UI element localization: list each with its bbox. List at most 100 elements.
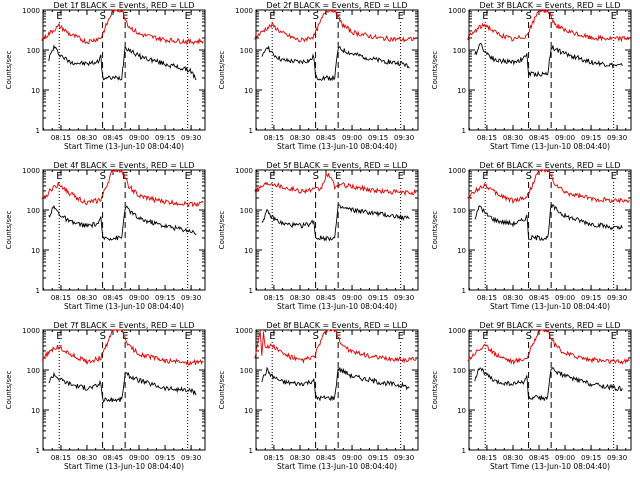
x-tick-label: 09:30 bbox=[394, 454, 414, 462]
y-tick-label: 10 bbox=[31, 247, 40, 255]
series-line-lld bbox=[254, 173, 417, 197]
y-tick-label: 1000 bbox=[22, 167, 40, 175]
x-tick-label: 08:45 bbox=[529, 134, 549, 142]
marker-label: E bbox=[398, 331, 404, 342]
marker-label: E bbox=[269, 331, 275, 342]
marker-label: S bbox=[100, 331, 106, 342]
panel-title: Det 4f BLACK = Events, RED = LLD bbox=[53, 161, 194, 170]
marker-label: S bbox=[526, 331, 532, 342]
y-tick-label: 1000 bbox=[235, 167, 253, 175]
x-tick-label: 08:15 bbox=[51, 294, 71, 302]
marker-label: E bbox=[56, 11, 62, 22]
series-line-events bbox=[474, 204, 623, 241]
x-tick-label: 09:00 bbox=[555, 294, 575, 302]
marker-label: E bbox=[185, 11, 191, 22]
y-tick-label: 10 bbox=[244, 247, 253, 255]
x-tick-label: 09:00 bbox=[129, 134, 149, 142]
x-tick-label: 09:30 bbox=[607, 294, 627, 302]
marker-label: E bbox=[122, 11, 128, 22]
marker-label: E bbox=[185, 331, 191, 342]
y-tick-label: 10 bbox=[244, 87, 253, 95]
y-tick-label: 10 bbox=[244, 407, 253, 415]
y-axis-label: Counts/sec bbox=[5, 51, 13, 90]
y-tick-label: 100 bbox=[240, 47, 253, 55]
x-tick-label: 08:15 bbox=[264, 454, 284, 462]
marker-label: E bbox=[482, 11, 488, 22]
marker-label: E bbox=[611, 331, 617, 342]
x-tick-label: 09:00 bbox=[129, 454, 149, 462]
series-line-lld bbox=[467, 169, 630, 204]
x-axis-label: Start Time (13-Jun-10 08:04:40) bbox=[277, 142, 397, 151]
y-tick-label: 100 bbox=[240, 367, 253, 375]
x-tick-label: 08:45 bbox=[103, 294, 123, 302]
marker-label: S bbox=[100, 11, 106, 22]
x-tick-label: 09:00 bbox=[129, 294, 149, 302]
x-axis-label: Start Time (13-Jun-10 08:04:40) bbox=[277, 462, 397, 471]
x-tick-label: 09:15 bbox=[368, 454, 388, 462]
y-tick-label: 1 bbox=[36, 287, 40, 295]
x-tick-label: 08:45 bbox=[529, 294, 549, 302]
y-tick-label: 10 bbox=[31, 87, 40, 95]
marker-label: E bbox=[122, 171, 128, 182]
x-tick-label: 08:30 bbox=[77, 294, 97, 302]
marker-label: S bbox=[526, 11, 532, 22]
series-line-events bbox=[261, 366, 410, 402]
marker-label: E bbox=[56, 331, 62, 342]
detector-panel-6: Det 6f BLACK = Events, RED = LLD 1 10 100 10… bbox=[431, 161, 632, 311]
x-tick-label: 08:45 bbox=[103, 454, 123, 462]
plot-frame bbox=[255, 169, 419, 291]
series-line-events bbox=[48, 44, 197, 81]
x-tick-label: 08:30 bbox=[290, 134, 310, 142]
y-tick-label: 100 bbox=[27, 47, 40, 55]
marker-label: S bbox=[313, 171, 319, 182]
x-tick-label: 09:00 bbox=[555, 134, 575, 142]
y-tick-label: 1000 bbox=[448, 7, 466, 15]
panel-title: Det 1f BLACK = Events, RED = LLD bbox=[53, 1, 194, 10]
x-tick-label: 08:15 bbox=[51, 134, 71, 142]
x-tick-label: 09:30 bbox=[607, 134, 627, 142]
series-line-lld bbox=[254, 329, 417, 364]
x-axis-label: Start Time (13-Jun-10 08:04:40) bbox=[490, 302, 610, 311]
y-tick-label: 1 bbox=[249, 287, 253, 295]
series-line-lld bbox=[254, 8, 417, 43]
series-line-lld bbox=[41, 9, 204, 46]
x-tick-label: 09:15 bbox=[155, 294, 175, 302]
detector-panel-4: Det 4f BLACK = Events, RED = LLD 1 10 100 10… bbox=[5, 161, 206, 311]
series-line-lld bbox=[41, 329, 204, 366]
y-tick-label: 1000 bbox=[235, 7, 253, 15]
x-tick-label: 08:45 bbox=[316, 454, 336, 462]
x-axis-label: Start Time (13-Jun-10 08:04:40) bbox=[64, 142, 184, 151]
detector-panel-8: Det 8f BLACK = Events, RED = LLD 1 10 100 10… bbox=[218, 321, 419, 471]
series-line-lld bbox=[467, 8, 630, 43]
y-tick-label: 100 bbox=[27, 367, 40, 375]
x-tick-label: 08:30 bbox=[77, 134, 97, 142]
marker-label: E bbox=[335, 171, 341, 182]
x-tick-label: 09:30 bbox=[394, 294, 414, 302]
y-tick-label: 100 bbox=[27, 207, 40, 215]
plot-frame bbox=[468, 9, 632, 131]
x-tick-label: 08:15 bbox=[477, 454, 497, 462]
panel-title: Det 2f BLACK = Events, RED = LLD bbox=[266, 1, 407, 10]
plot-frame bbox=[255, 329, 419, 451]
x-tick-label: 08:45 bbox=[316, 294, 336, 302]
x-tick-label: 09:00 bbox=[342, 454, 362, 462]
series-line-events bbox=[48, 371, 197, 403]
y-tick-label: 1 bbox=[249, 447, 253, 455]
panel-title: Det 9f BLACK = Events, RED = LLD bbox=[479, 321, 620, 330]
x-tick-label: 08:30 bbox=[290, 294, 310, 302]
series-line-events bbox=[261, 204, 410, 242]
detector-panel-5: Det 5f BLACK = Events, RED = LLD 1 10 100 10… bbox=[218, 161, 419, 311]
x-tick-label: 09:15 bbox=[581, 454, 601, 462]
y-tick-label: 10 bbox=[457, 407, 466, 415]
x-axis-label: Start Time (13-Jun-10 08:04:40) bbox=[64, 462, 184, 471]
marker-label: E bbox=[548, 331, 554, 342]
y-tick-label: 1 bbox=[249, 127, 253, 135]
y-axis-label: Counts/sec bbox=[218, 371, 226, 410]
x-tick-label: 08:15 bbox=[51, 454, 71, 462]
x-tick-label: 08:45 bbox=[316, 134, 336, 142]
plot-frame bbox=[468, 329, 632, 451]
y-tick-label: 100 bbox=[453, 367, 466, 375]
y-tick-label: 1 bbox=[462, 127, 466, 135]
marker-label: E bbox=[269, 11, 275, 22]
